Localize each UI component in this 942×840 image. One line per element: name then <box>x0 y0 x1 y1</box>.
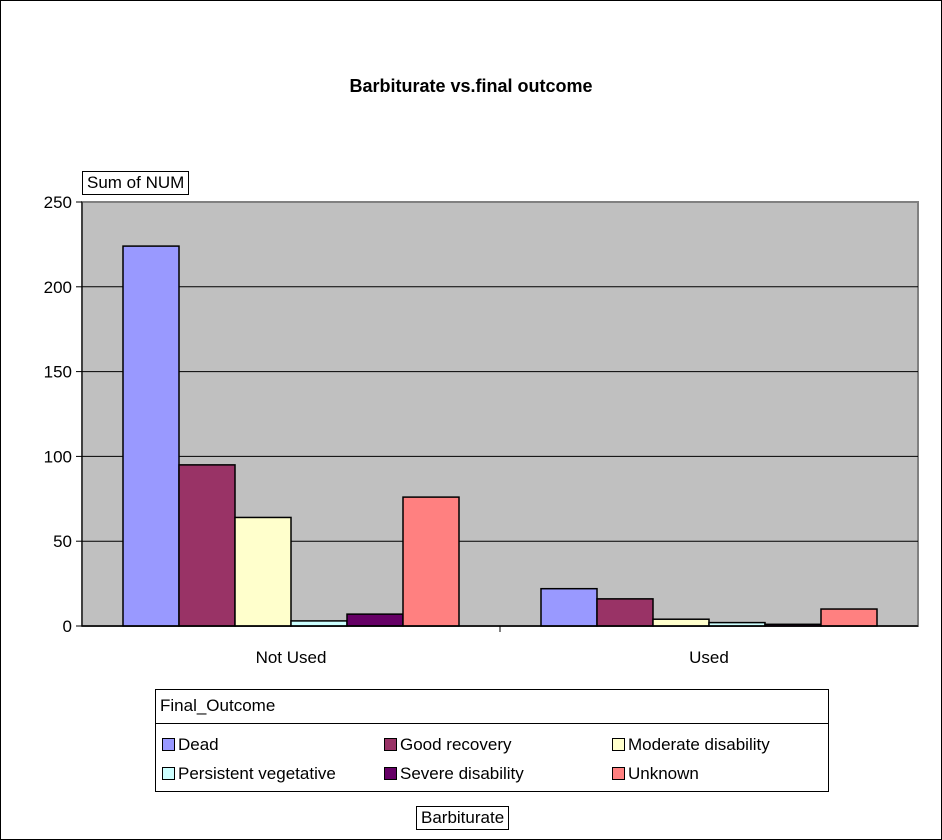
y-axis-label: Sum of NUM <box>82 171 190 195</box>
y-tick-label: 250 <box>44 193 72 212</box>
legend-entry: Severe disability <box>384 764 524 784</box>
legend-entry: Persistent vegetative <box>162 764 336 784</box>
bar <box>290 620 348 627</box>
legend-label: Unknown <box>628 764 699 783</box>
bar <box>178 464 236 627</box>
legend-swatch <box>612 738 625 751</box>
legend: Final_Outcome Dead Good recovery Moderate … <box>155 689 829 792</box>
bar <box>234 516 292 627</box>
legend-entry: Unknown <box>612 764 699 784</box>
legend-entry: Dead <box>162 735 219 755</box>
legend-label: Severe disability <box>400 764 524 783</box>
y-tick-label: 100 <box>44 447 72 466</box>
legend-label: Good recovery <box>400 735 512 754</box>
bar <box>596 598 654 627</box>
axes <box>76 201 918 632</box>
y-tick-label: 50 <box>53 532 72 551</box>
legend-swatch <box>612 767 625 780</box>
bar <box>402 496 460 627</box>
legend-label: Persistent vegetative <box>178 764 336 783</box>
legend-title: Final_Outcome <box>156 690 828 724</box>
y-tick-label: 200 <box>44 278 72 297</box>
x-tick-label: Not Used <box>256 648 327 667</box>
legend-swatch <box>162 738 175 751</box>
y-tick-label: 150 <box>44 363 72 382</box>
bar <box>820 608 878 627</box>
y-tick-label: 0 <box>63 617 72 636</box>
bars <box>122 245 878 627</box>
x-tick-label: Used <box>689 648 729 667</box>
chart-title: Barbiturate vs.final outcome <box>349 76 593 96</box>
bar <box>652 618 710 627</box>
bar <box>346 613 404 627</box>
bar <box>122 245 180 627</box>
x-axis-label: Barbiturate <box>416 806 510 830</box>
tick-labels: 0 50 100 150 200 250 Not Used Used <box>44 193 729 667</box>
legend-label: Moderate disability <box>628 735 770 754</box>
legend-entry: Moderate disability <box>612 735 770 755</box>
legend-swatch <box>162 767 175 780</box>
bar <box>540 587 598 627</box>
legend-swatch <box>384 738 397 751</box>
legend-entry: Good recovery <box>384 735 512 755</box>
legend-swatch <box>384 767 397 780</box>
legend-label: Dead <box>178 735 219 754</box>
